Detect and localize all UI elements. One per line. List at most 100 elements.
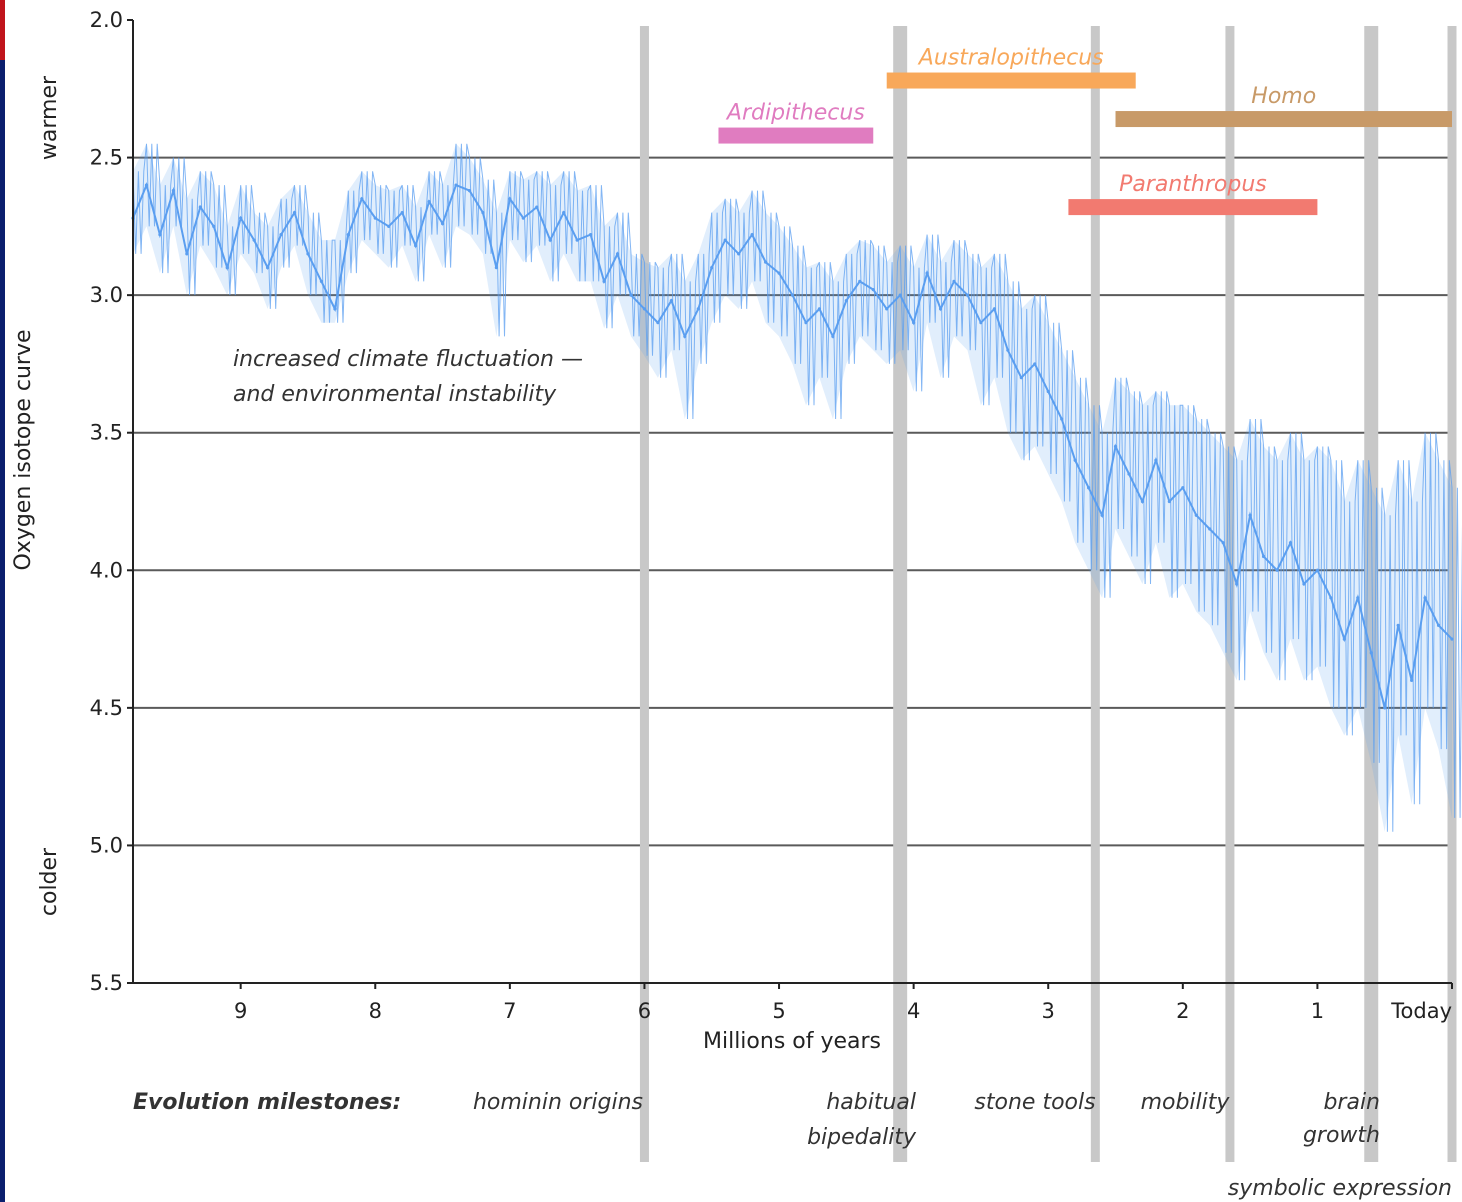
x-tick-label-2: 7: [503, 999, 516, 1023]
data-point-66: [1019, 376, 1023, 380]
data-point-12: [292, 211, 297, 215]
data-point-1: [144, 183, 149, 187]
genus-label-homo: Homo: [1251, 84, 1316, 109]
data-point-36: [615, 252, 620, 256]
milestone-mobility: mobility: [1141, 1090, 1231, 1115]
genus-bar-ardipithecus: [718, 127, 874, 144]
data-point-98: [1450, 637, 1454, 641]
data-point-71: [1087, 486, 1091, 490]
data-point-14: [319, 279, 324, 283]
data-point-53: [844, 299, 848, 303]
data-point-77: [1167, 499, 1171, 504]
milestone-hominin-origins: hominin origins: [473, 1090, 643, 1115]
data-point-58: [912, 321, 916, 325]
genus-label-australopithecus: Australopithecus: [917, 46, 1104, 71]
genus-label-ardipithecus: Ardipithecus: [725, 101, 865, 126]
x-tick-label-6: 3: [1042, 999, 1055, 1023]
milestone-brain: brain: [1323, 1090, 1380, 1115]
data-point-62: [965, 293, 970, 297]
data-point-81: [1221, 541, 1225, 545]
milestones-header: Evolution milestones:: [133, 1090, 401, 1115]
data-point-67: [1033, 362, 1037, 366]
data-point-43: [710, 266, 714, 270]
data-point-38: [642, 307, 647, 311]
milestone-band-4: [1364, 26, 1379, 1162]
y-axis-warmer-label: warmer: [37, 75, 62, 160]
x-tick-label-0: 9: [234, 999, 247, 1023]
data-point-2: [158, 233, 162, 237]
genus-bar-paranthropus: [1068, 199, 1318, 216]
data-point-87: [1302, 582, 1306, 586]
slide-border: [0, 0, 5, 1202]
data-point-28: [508, 197, 512, 201]
x-tick-labels: 9 8 7 6 5 4 3 2 1 Today: [234, 983, 1453, 1023]
data-point-86: [1288, 541, 1293, 545]
data-point-30: [535, 205, 539, 209]
milestone-band-1: [893, 26, 908, 1162]
data-point-47: [763, 260, 768, 264]
data-point-75: [1140, 499, 1145, 504]
data-point-56: [885, 307, 889, 311]
data-point-41: [683, 334, 687, 339]
milestone-band-2: [1090, 26, 1100, 1162]
data-point-89: [1329, 596, 1333, 600]
data-point-23: [440, 222, 445, 226]
y-tick-label-2: 3.0: [90, 283, 123, 307]
data-point-3: [171, 188, 175, 193]
data-point-51: [817, 307, 822, 311]
genus-bar-australopithecus: [886, 72, 1136, 89]
data-point-95: [1410, 678, 1414, 682]
milestone-stone-tools: stone tools: [974, 1090, 1095, 1115]
y-tick-label-3: 3.5: [90, 421, 123, 445]
data-point-25: [467, 188, 472, 193]
data-point-20: [400, 211, 404, 215]
data-point-85: [1275, 568, 1279, 572]
data-point-11: [279, 233, 283, 237]
data-point-88: [1315, 568, 1320, 572]
data-point-27: [494, 266, 498, 270]
milestone-band-5: [1447, 26, 1457, 1162]
x-axis-title: Millions of years: [703, 1029, 881, 1054]
data-point-84: [1261, 554, 1266, 559]
data-point-90: [1342, 637, 1346, 641]
data-point-15: [333, 307, 337, 311]
y-axis-title: Oxygen isotope curve: [11, 329, 36, 570]
data-point-13: [306, 252, 310, 256]
data-point-49: [790, 293, 795, 297]
data-point-83: [1248, 513, 1252, 517]
data-point-16: [346, 233, 350, 237]
data-point-54: [858, 279, 862, 283]
data-point-68: [1046, 389, 1050, 394]
annotation-line-2: and environmental instability: [233, 382, 557, 407]
x-tick-label-1: 8: [369, 999, 382, 1023]
data-point-7: [225, 266, 229, 270]
data-point-45: [737, 252, 741, 256]
milestone-band-0: [639, 26, 649, 1162]
data-point-65: [1006, 348, 1010, 352]
data-point-50: [804, 321, 808, 325]
data-point-64: [992, 307, 996, 311]
data-point-26: [481, 211, 485, 215]
data-point-46: [750, 233, 754, 237]
data-point-63: [979, 321, 983, 325]
y-tick-label-4: 4.0: [90, 558, 123, 582]
slide-border-accent: [0, 0, 5, 60]
data-point-5: [198, 205, 202, 209]
axes: [132, 20, 1452, 984]
y-tick-label-7: 5.5: [90, 971, 123, 995]
data-point-60: [938, 307, 943, 311]
x-tick-label-4: 5: [772, 999, 785, 1023]
data-point-17: [360, 197, 364, 201]
genus-label-paranthropus: Paranthropus: [1119, 172, 1267, 197]
data-point-18: [373, 216, 377, 220]
x-tick-label-8: 1: [1311, 999, 1324, 1023]
annotation-line-1: increased climate fluctuation —: [233, 347, 583, 372]
x-tick-label-7: 2: [1176, 999, 1189, 1023]
y-tick-label-6: 5.0: [90, 833, 123, 857]
data-point-4: [185, 252, 189, 256]
data-point-6: [212, 224, 216, 228]
milestone-habitual: habitual: [826, 1090, 916, 1115]
data-point-78: [1181, 486, 1185, 490]
data-point-24: [454, 183, 458, 187]
